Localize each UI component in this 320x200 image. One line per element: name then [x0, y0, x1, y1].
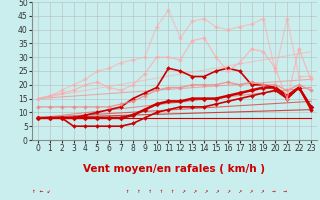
Text: ↑ ← ↙                    ↑  ↑  ↑  ↑  ↑  ↗  ↗  ↗  ↗  ↗  ↗  ↗  ↗  →  →: ↑ ← ↙ ↑ ↑ ↑ ↑ ↑ ↗ ↗ ↗ ↗ ↗ ↗ ↗ ↗ → → — [32, 188, 287, 193]
X-axis label: Vent moyen/en rafales ( km/h ): Vent moyen/en rafales ( km/h ) — [84, 164, 265, 174]
